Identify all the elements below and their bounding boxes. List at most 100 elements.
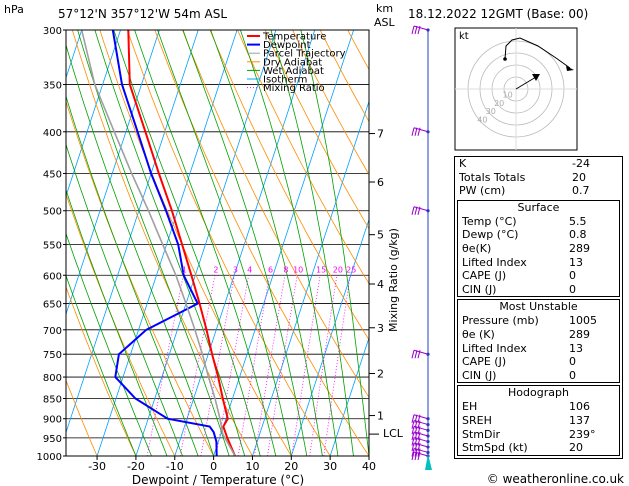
stat-label: Temp (°C) bbox=[462, 214, 517, 228]
mixing-ratio-label: 6 bbox=[268, 265, 273, 274]
most-unstable-box: Most Unstable Pressure (mb) 1005 θe (K) 289… bbox=[457, 299, 620, 384]
stat-label: Totals Totals bbox=[459, 170, 526, 184]
stat-value: 0.7 bbox=[572, 184, 590, 198]
pressure-tick-label: 350 bbox=[43, 81, 62, 92]
hodograph-stats-box: Hodograph EH 106 SREH 137 StmDir 239° StmSpd (… bbox=[457, 385, 620, 456]
mixing-ratio-label: 15 bbox=[316, 265, 326, 274]
stat-value: 1005 bbox=[569, 314, 597, 328]
legend-entry: Isotherm bbox=[263, 75, 307, 86]
temp-tick-label: 40 bbox=[362, 460, 376, 473]
mixing-ratio-label: 2 bbox=[213, 265, 218, 274]
temp-tick-label: -20 bbox=[127, 460, 145, 473]
dry-adiabat-line bbox=[127, 30, 331, 456]
km-tick-label: 2 bbox=[377, 367, 384, 380]
legend-entry: Dewpoint bbox=[263, 40, 311, 51]
stat-row: EH 106 bbox=[458, 400, 619, 414]
stat-label: PW (cm) bbox=[459, 184, 506, 198]
pressure-tick-label: 400 bbox=[43, 128, 62, 139]
wet-adiabat-line bbox=[66, 188, 168, 456]
stat-label: θe (K) bbox=[462, 327, 495, 341]
stat-row: StmDir 239° bbox=[458, 428, 619, 442]
wind-barb-icon bbox=[411, 451, 429, 461]
wind-barb-icon bbox=[411, 127, 429, 136]
storm-motion-arrow-icon bbox=[532, 74, 540, 81]
isotherm-line bbox=[135, 30, 277, 456]
dry-adiabat-line bbox=[154, 30, 369, 456]
wind-barb-icon bbox=[411, 349, 429, 359]
wind-barb-icon bbox=[411, 25, 429, 35]
km-label: km bbox=[376, 2, 393, 15]
stat-value: 0.8 bbox=[569, 228, 587, 242]
stat-row: CIN (J) 0 bbox=[458, 369, 619, 383]
legend-entry: Mixing Ratio bbox=[263, 83, 325, 94]
surface-title: Surface bbox=[517, 200, 560, 214]
km-tick-label: 7 bbox=[377, 128, 384, 141]
mixing-ratio-line bbox=[146, 275, 184, 456]
surface-wind-icon bbox=[425, 454, 432, 470]
wind-barb-icon bbox=[411, 206, 429, 215]
stat-label: SREH bbox=[462, 413, 492, 427]
stat-row: Pressure (mb) 1005 bbox=[458, 314, 619, 328]
stat-row: θe (K) 289 bbox=[458, 328, 619, 342]
mixing-ratio-label: 1 bbox=[182, 265, 187, 274]
stat-row: CAPE (J) 0 bbox=[458, 269, 619, 283]
hodograph-trace bbox=[504, 37, 571, 69]
indices-table: K -24 Totals Totals 20 PW (cm) 0.7 Surface Te… bbox=[454, 156, 623, 459]
stat-row: CAPE (J) 0 bbox=[458, 355, 619, 369]
wet-adiabat-line bbox=[240, 30, 339, 456]
dry-adiabat-line bbox=[264, 30, 369, 230]
stat-row: Dewp (°C) 0.8 bbox=[458, 228, 619, 242]
stat-label: CAPE (J) bbox=[462, 269, 507, 283]
asl-label: ASL bbox=[374, 16, 396, 29]
km-tick-label: 3 bbox=[377, 322, 384, 335]
wet-adiabat-line bbox=[113, 30, 261, 456]
stat-value: 0 bbox=[569, 269, 576, 283]
most-unstable-title: Most Unstable bbox=[499, 300, 578, 314]
stat-value: 5.5 bbox=[569, 214, 587, 228]
pressure-tick-label: 700 bbox=[43, 326, 62, 337]
legend-entry: Temperature bbox=[262, 32, 326, 43]
legend-entry: Parcel Trajectory bbox=[263, 49, 346, 60]
pressure-tick-label: 900 bbox=[43, 415, 62, 426]
stat-value: 0 bbox=[569, 368, 576, 382]
dry-adiabat-line bbox=[237, 30, 369, 285]
temp-tick-label: 30 bbox=[323, 460, 337, 473]
stat-row: Lifted Index 13 bbox=[458, 256, 619, 270]
hodograph-ring-label: 40 bbox=[477, 116, 487, 125]
pressure-tick-label: 800 bbox=[43, 373, 62, 384]
hodograph-stats-title: Hodograph bbox=[508, 386, 569, 400]
wet-adiabat-line bbox=[300, 30, 369, 456]
mixing-ratio-label: 10 bbox=[293, 265, 303, 274]
hodograph-ring-label: 10 bbox=[503, 90, 513, 99]
datetime-title: 18.12.2022 12GMT (Base: 00) bbox=[408, 7, 588, 21]
mixing-ratio-line bbox=[254, 275, 286, 456]
mixing-ratio-label: 3 bbox=[233, 265, 238, 274]
isotherm-line bbox=[66, 30, 160, 316]
stat-label: Pressure (mb) bbox=[462, 314, 539, 328]
mixing-ratio-line bbox=[200, 275, 235, 456]
stat-value: 20 bbox=[569, 441, 583, 455]
lcl-label: LCL bbox=[383, 427, 404, 440]
temp-tick-label: 0 bbox=[210, 460, 217, 473]
dry-adiabat-line bbox=[209, 30, 369, 341]
hodograph-surface-point bbox=[503, 57, 507, 61]
dry-adiabat-line bbox=[182, 30, 369, 398]
dry-adiabat-line bbox=[66, 100, 214, 456]
mixing-ratio-axis-title: Mixing Ratio (g/kg) bbox=[387, 228, 400, 332]
stat-label: Lifted Index bbox=[462, 255, 527, 269]
pressure-tick-label: 600 bbox=[43, 271, 62, 282]
temp-tick-label: 20 bbox=[284, 460, 298, 473]
pressure-tick-label: 550 bbox=[43, 240, 62, 251]
wet-adiabat-line bbox=[270, 30, 354, 456]
isotherm-line bbox=[329, 336, 369, 456]
stat-row: Lifted Index 13 bbox=[458, 342, 619, 356]
stat-value: 13 bbox=[569, 255, 583, 269]
mixing-ratio-label: 4 bbox=[247, 265, 252, 274]
mixing-ratio-line bbox=[267, 275, 298, 456]
pressure-tick-label: 450 bbox=[43, 169, 62, 180]
stat-label: Dewp (°C) bbox=[462, 228, 519, 242]
pressure-tick-label: 850 bbox=[43, 394, 62, 405]
km-tick-label: 4 bbox=[377, 278, 384, 291]
pressure-tick-label: 1000 bbox=[37, 452, 62, 463]
mixing-ratio-line bbox=[215, 275, 250, 456]
